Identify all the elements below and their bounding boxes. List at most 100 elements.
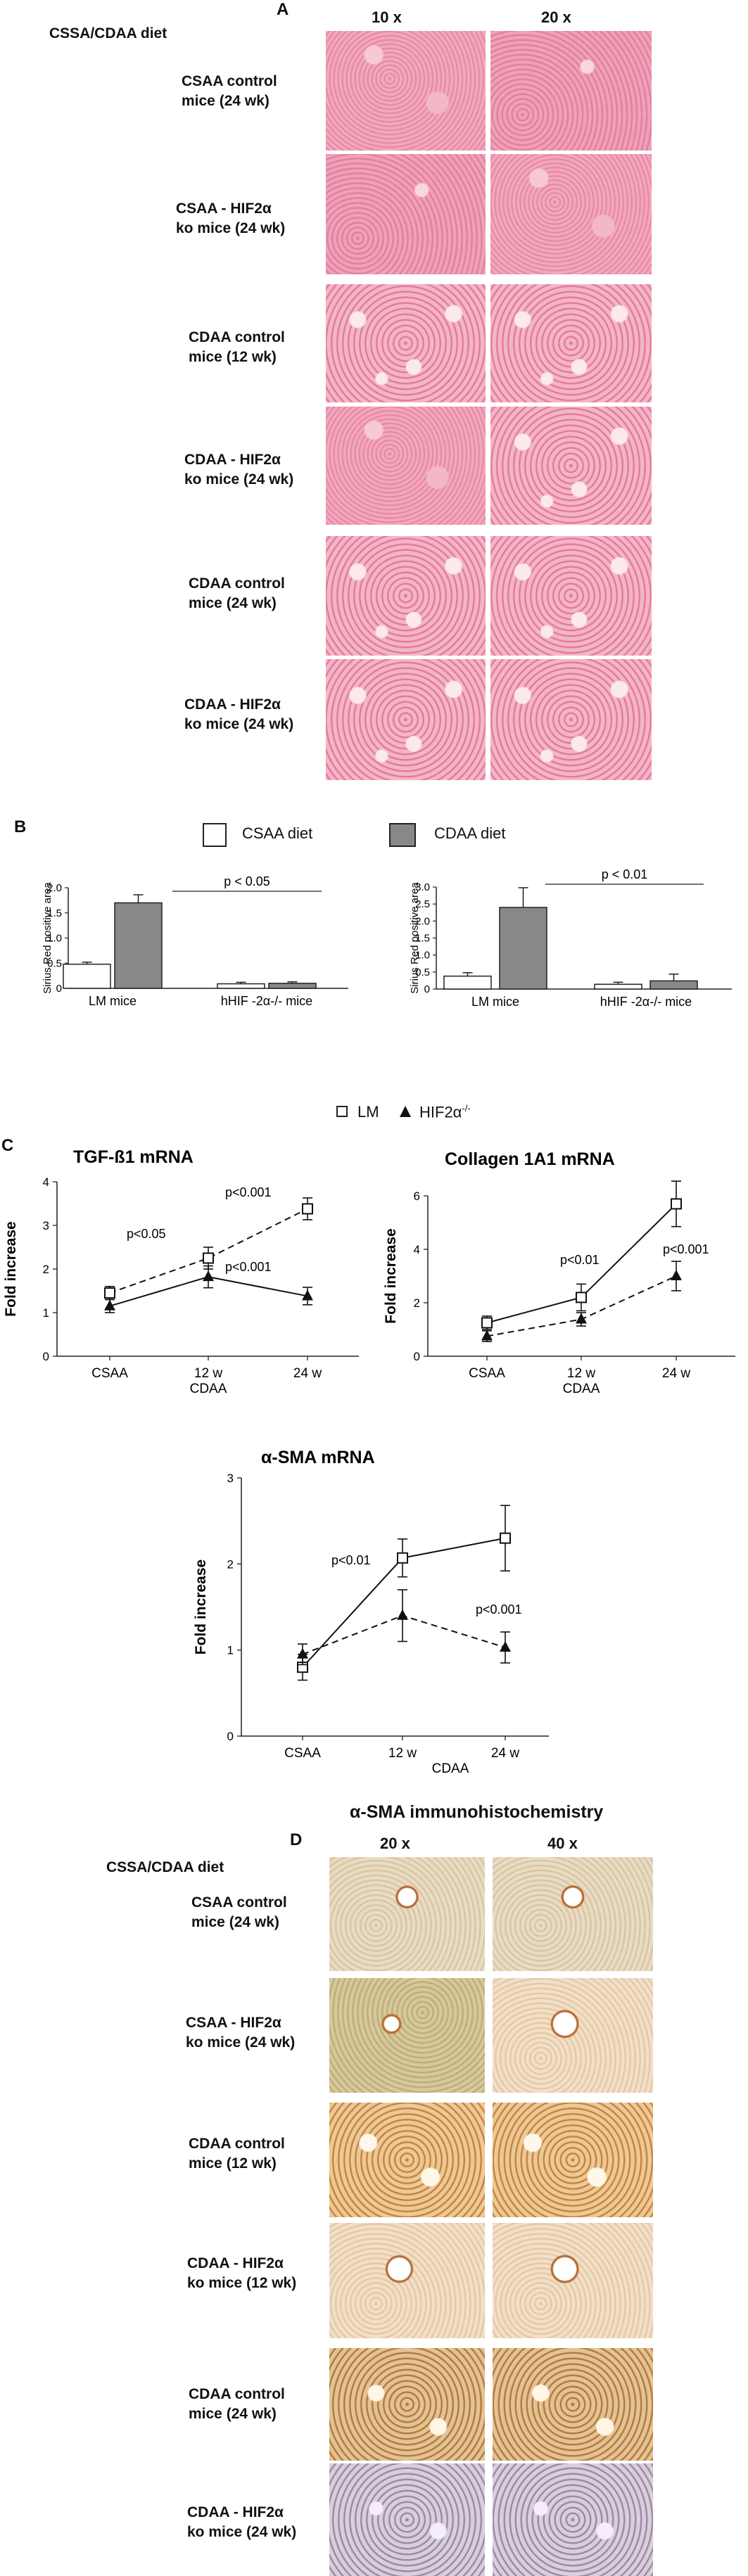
line-chart-tgf: TGF-ß1 mRNA 0 1 2 3 4 CSAA 12 w 24 w CDAA Fold inc… [3,1147,359,1396]
panel-a-col2-header: 20 x [541,8,571,26]
x-tick-label: CSAA [469,1366,505,1381]
ihc-micrograph [493,2103,653,2217]
panel-a-row-label: CDAA control mice (12 wk) [189,329,285,365]
micrograph [490,154,652,274]
panel-d-row-label: CSAA control mice (24 wk) [191,1894,287,1930]
lm-line [109,1208,308,1294]
panel-a-letter: A [277,0,289,19]
panel-d-letter: D [290,1830,303,1849]
x-category-label: LM mice [471,995,519,1009]
panel-c-letter: C [1,1136,14,1155]
p-value-label: p<0.01 [331,1553,371,1567]
data-point [576,1292,587,1303]
x-tick-label: 24 w [293,1366,322,1381]
y-tick-label: 1.0 [47,933,62,945]
panel-d-row-label: CDAA - HIF2α ko mice (24 wk) [187,2504,297,2540]
p-value-label: p<0.05 [127,1227,166,1241]
y-axis-label: Sirius Red positive area [409,882,421,994]
bar [443,975,492,990]
x-tick-label: 24 w [491,1746,519,1761]
x-tick-label: 12 w [567,1366,595,1381]
y-tick-label: 0 [414,1350,420,1363]
y-tick-label: 6 [414,1190,420,1203]
y-tick-label: 0 [56,983,62,995]
ihc-micrograph [329,2103,485,2217]
legend-label-cdaa: CDAA diet [434,824,506,842]
micrograph [326,659,486,780]
y-tick-label: 4 [43,1175,49,1189]
ihc-micrograph [493,2348,653,2461]
panel-d-row-label: CDAA control mice (24 wk) [189,2386,285,2422]
y-tick-label: 1 [227,1644,234,1657]
bar [499,907,547,990]
data-point [481,1330,493,1341]
y-tick-label: 0.5 [47,957,62,969]
ihc-micrograph [493,1978,653,2093]
panel-d-row-label: CSAA - HIF2α ko mice (24 wk) [186,2015,296,2051]
legend-lm-label: LM [357,1103,379,1121]
legend-ko-label: HIF2α-/- [419,1103,471,1121]
x-tick-label: 12 w [194,1366,222,1381]
y-axis-label: Sirius Red positive area [42,882,53,994]
p-value-label: p<0.001 [225,1260,272,1274]
y-tick-label: 3 [227,1472,234,1485]
ihc-micrograph [329,2223,485,2338]
p-value-label: p<0.001 [225,1185,272,1199]
legend-swatch-cdaa [389,823,416,847]
x-axis-label: CDAA [190,1382,227,1396]
line-chart-sma: α-SMA mRNA 0 1 2 3 CSAA 12 w 24 w CDAA Fold incre… [193,1448,549,1776]
y-tick-label: 0 [43,1350,49,1363]
ihc-micrograph [329,2463,485,2576]
y-tick-label: 0 [227,1730,234,1743]
chart-title: α-SMA mRNA [261,1448,375,1467]
micrograph [490,536,652,656]
micrograph [326,154,486,274]
legend-lm-marker [336,1106,348,1117]
p-value-label: p<0.01 [560,1253,600,1267]
y-tick-label: 1.5 [415,933,430,945]
ihc-micrograph [329,1978,485,2093]
panel-a-row-label: CDAA - HIF2α ko mice (24 wk) [184,696,294,732]
x-axis-label: CDAA [563,1382,600,1396]
data-point [104,1299,115,1311]
significance-label: p < 0.05 [224,874,270,888]
y-tick-label: 2.0 [47,882,62,894]
micrograph [326,31,486,151]
x-tick-label: CSAA [91,1366,128,1381]
panel-a-row-label: CDAA control mice (24 wk) [189,575,285,611]
x-tick-label: 12 w [388,1746,417,1761]
panel-d-title: α-SMA immunohistochemistry [350,1802,604,1822]
bar [63,963,111,989]
bar [114,902,163,989]
y-tick-label: 3 [43,1219,49,1232]
y-tick-label: 2 [43,1263,49,1276]
y-tick-label: 2 [227,1557,234,1571]
significance-label: p < 0.01 [602,867,648,881]
ihc-micrograph [493,2223,653,2338]
micrograph [326,407,486,525]
micrograph [490,31,652,151]
legend-ko-marker [400,1106,411,1117]
panel-b-letter: B [14,817,27,836]
data-point [500,1532,511,1544]
micrograph [490,284,652,402]
panel-a-row-label: CSAA - HIF2α ko mice (24 wk) [176,200,286,236]
ihc-micrograph [493,1857,653,1971]
data-point [671,1198,682,1210]
x-category-label: hHIF -2α-/- mice [600,995,692,1009]
data-point [397,1552,408,1564]
panel-a-diet-label: CSSA/CDAA diet [49,25,167,42]
bar [268,983,317,989]
data-point [576,1313,587,1324]
data-point [397,1609,408,1620]
micrograph [326,536,486,656]
panel-a-col1-header: 10 x [372,8,402,26]
data-point [481,1317,493,1329]
data-point [671,1270,682,1280]
panel-d-diet-label: CSSA/CDAA diet [106,1859,224,1875]
y-axis-label: Fold increase [3,1221,19,1316]
bar [217,983,265,989]
ihc-micrograph [329,2348,485,2461]
